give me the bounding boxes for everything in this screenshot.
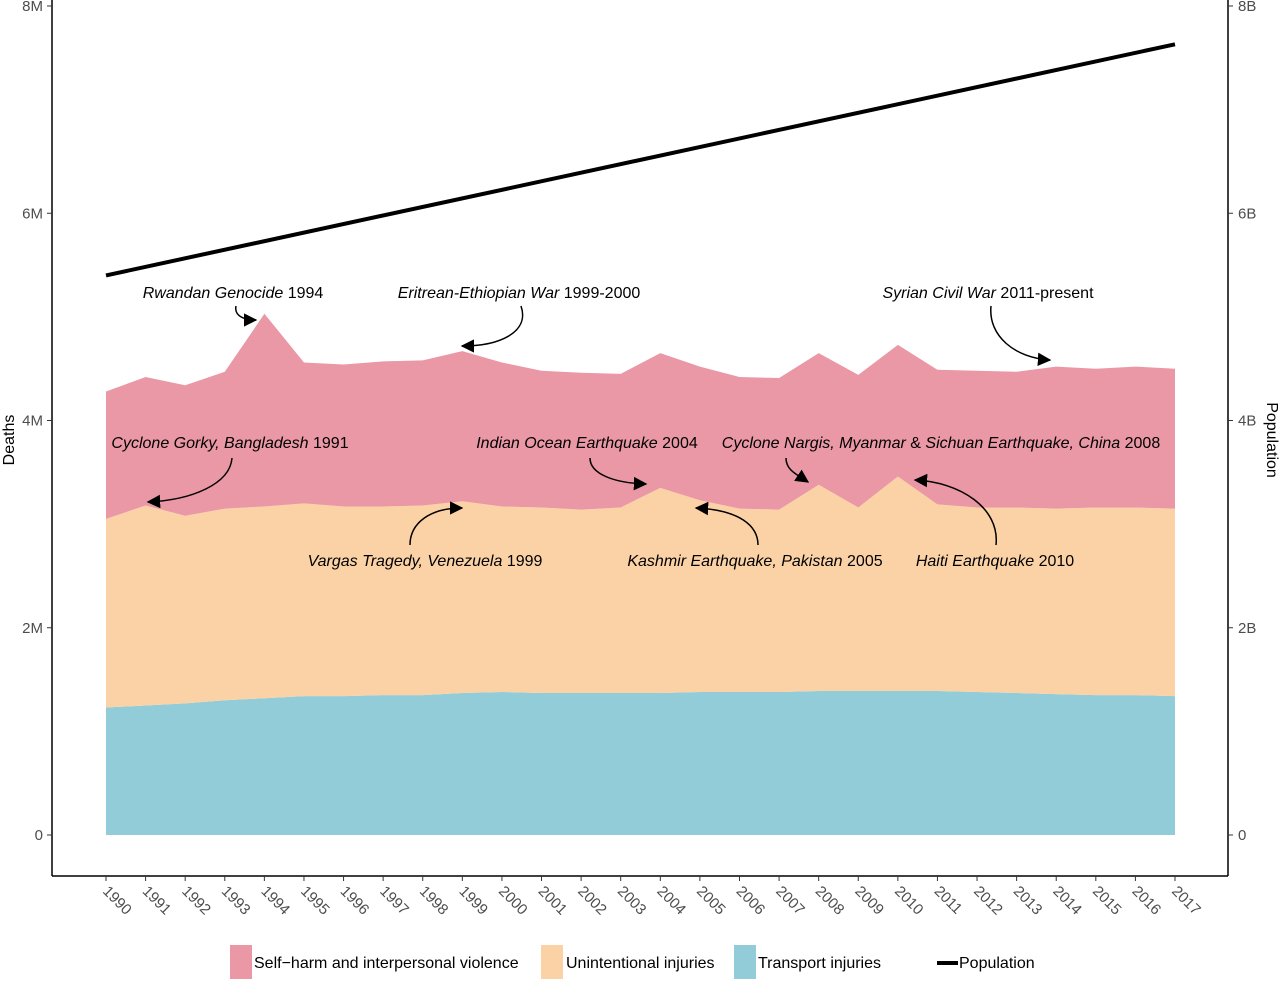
x-tick-label: 2009 (851, 883, 887, 919)
y2-tick-label: 8B (1238, 0, 1256, 15)
legend-label-population: Population (959, 955, 1035, 972)
arrow-kashmir-earthquake (694, 501, 759, 546)
y2-tick-label: 2B (1238, 620, 1256, 637)
x-tick-label: 2002 (574, 883, 610, 919)
arrow-cyclone-nargis-sichuan (785, 457, 810, 483)
x-tick-label: 1995 (297, 883, 333, 919)
legend-swatch-transport (734, 945, 756, 979)
legend-label-unintentional: Unintentional injuries (566, 955, 715, 972)
x-tick-label: 2003 (614, 883, 650, 919)
legend: Self−harm and interpersonal violence Uni… (230, 945, 1035, 979)
legend-label-transport: Transport injuries (758, 955, 881, 972)
y-tick-label: 0 (35, 827, 43, 844)
x-tick-label: 2007 (772, 883, 808, 919)
x-tick-label: 1998 (416, 883, 452, 919)
x-tick-label: 2010 (891, 883, 927, 919)
x-tick-label: 2006 (733, 883, 769, 919)
x-tick-label: 1996 (337, 883, 373, 919)
x-tick-label: 2001 (535, 883, 571, 919)
x-tick-label: 1999 (456, 883, 492, 919)
y-axis-title: Deaths (1, 415, 18, 466)
population-line-layer (105, 42, 1176, 278)
x-tick-label: 2011 (931, 883, 966, 918)
population-line (105, 42, 1176, 278)
x-tick-label: 2000 (495, 883, 531, 919)
x-tick-label: 1992 (178, 883, 214, 919)
annotation-cyclone-nargis-sichuan: Cyclone Nargis, Myanmar & Sichuan Earthq… (722, 435, 1161, 452)
y-tick-label: 4M (22, 413, 43, 430)
x-tick-label: 2016 (1129, 883, 1165, 919)
x-tick-label: 2015 (1089, 883, 1125, 919)
arrow-haiti-earthquake (913, 473, 997, 546)
x-tick-label: 2017 (1168, 883, 1204, 919)
y-tick-label: 8M (22, 0, 43, 15)
annotations: Rwandan Genocide 1994 Eritrean-Ethiopian… (111, 285, 1160, 570)
annotation-kashmir-earthquake: Kashmir Earthquake, Pakistan 2005 (627, 553, 882, 570)
x-tick-label: 2008 (812, 883, 848, 919)
area-layers (106, 313, 1175, 835)
x-tick-label: 1994 (258, 883, 294, 919)
annotation-cyclone-gorky: Cyclone Gorky, Bangladesh 1991 (111, 435, 348, 452)
x-tick-label: 2012 (970, 883, 1006, 919)
x-tick-label: 1990 (99, 883, 135, 919)
arrow-cyclone-gorky (146, 457, 233, 509)
x-tick-label: 1991 (139, 883, 175, 919)
legend-swatch-self-harm (230, 945, 252, 979)
annotation-rwandan-genocide: Rwandan Genocide 1994 (143, 285, 324, 302)
y-tick-label: 6M (22, 205, 43, 222)
annotation-eritrean-ethiopian-war: Eritrean-Ethiopian War 1999-2000 (398, 285, 641, 302)
area-transport-injuries (106, 691, 1175, 835)
annotation-indian-ocean-earthquake: Indian Ocean Earthquake 2004 (476, 435, 698, 452)
arrow-indian-ocean-earthquake (589, 457, 648, 491)
annotation-vargas-tragedy: Vargas Tragedy, Venezuela 1999 (308, 553, 543, 570)
y2-tick-label: 0 (1238, 827, 1246, 844)
y2-tick-label: 4B (1238, 413, 1256, 430)
y-tick-label: 2M (22, 620, 43, 637)
x-tick-label: 1993 (218, 883, 254, 919)
arrow-vargas-tragedy (409, 501, 464, 546)
area-self-harm-violence (106, 313, 1175, 519)
x-tick-label: 1997 (376, 883, 412, 919)
left-y-axis: 0 2M 4M 6M 8M (22, 0, 52, 844)
area-unintentional-injuries (106, 476, 1175, 708)
y2-tick-label: 6B (1238, 205, 1256, 222)
legend-swatch-unintentional (541, 945, 563, 979)
annotation-syrian-civil-war: Syrian Civil War 2011-present (882, 285, 1094, 302)
x-tick-label: 2014 (1049, 883, 1085, 919)
y2-axis-title: Population (1263, 402, 1280, 478)
arrow-syrian-civil-war (990, 305, 1052, 367)
x-tick-label: 2005 (693, 883, 729, 919)
annotation-haiti-earthquake: Haiti Earthquake 2010 (916, 553, 1074, 570)
x-tick-label: 2013 (1010, 883, 1046, 919)
arrow-rwandan-genocide (235, 305, 258, 327)
x-tick-label: 2004 (653, 883, 689, 919)
right-y-axis: 0 2B 4B 6B 8B (1228, 0, 1256, 844)
arrow-eritrean-ethiopian-war (460, 305, 524, 353)
x-axis: 1990 1991 1992 1993 1994 1995 1996 1997 1998 1999… (99, 876, 1204, 918)
legend-label-self-harm: Self−harm and interpersonal violence (254, 955, 519, 972)
